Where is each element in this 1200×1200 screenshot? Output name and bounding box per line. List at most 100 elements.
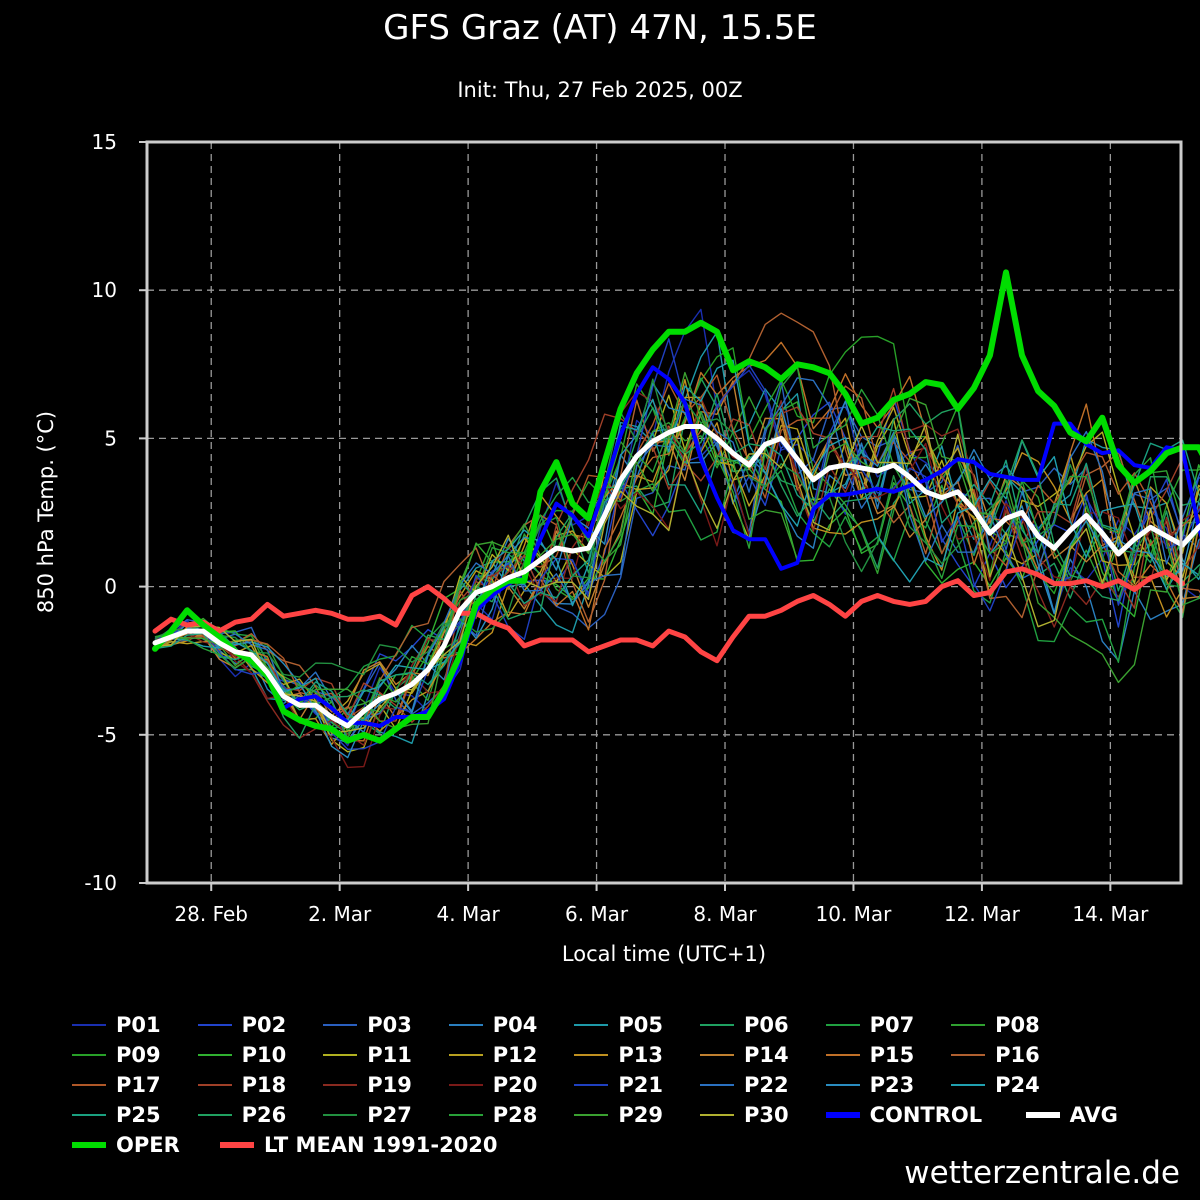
legend-label: P02 — [241, 1013, 287, 1037]
legend-swatch — [323, 1024, 358, 1026]
x-tick-label: 4. Mar — [437, 902, 501, 926]
legend-label: P25 — [116, 1103, 161, 1127]
legend-label: P09 — [116, 1043, 161, 1067]
legend-swatch — [951, 1024, 986, 1026]
member-line-p18 — [154, 387, 1200, 723]
legend-swatch — [72, 1054, 106, 1056]
y-axis-ticks: -10 -5 0 5 10 15 — [84, 130, 147, 895]
legend-item: LT MEAN 1991-2020 — [220, 1133, 520, 1157]
legend-label: P17 — [116, 1073, 161, 1097]
legend-item: P18 — [197, 1073, 324, 1097]
legend-item: P02 — [197, 1013, 324, 1037]
legend-item: P12 — [448, 1043, 575, 1067]
legend-swatch — [825, 1112, 860, 1118]
member-line-p26 — [154, 393, 1200, 739]
legend-row: P01 P02 P03 P04 P05 P06 P07 P08 — [72, 1010, 1182, 1040]
legend-label: P27 — [367, 1103, 412, 1127]
legend-swatch — [574, 1054, 609, 1056]
legend-label: P29 — [618, 1103, 663, 1127]
legend-swatch — [197, 1054, 232, 1056]
legend-label: P22 — [743, 1073, 789, 1097]
x-tick-label: 8. Mar — [693, 902, 757, 926]
legend-item: P05 — [574, 1013, 700, 1037]
legend-label: P13 — [618, 1043, 663, 1067]
legend-swatch — [699, 1024, 734, 1026]
legend-item: P15 — [825, 1043, 952, 1067]
legend-swatch — [825, 1054, 860, 1056]
legend-label: P06 — [743, 1013, 789, 1037]
main-series — [152, 269, 1200, 744]
legend-swatch — [72, 1084, 106, 1086]
legend-item: P29 — [574, 1103, 700, 1127]
legend-swatch — [951, 1084, 986, 1086]
legend-item: P17 — [72, 1073, 198, 1097]
legend-swatch — [448, 1114, 483, 1116]
legend-label: P24 — [995, 1073, 1040, 1097]
legend-item: P10 — [197, 1043, 324, 1067]
y-tick-label: -10 — [84, 871, 117, 895]
y-tick-label: 10 — [92, 278, 117, 302]
legend-label: P01 — [116, 1013, 161, 1037]
member-line-p19 — [154, 391, 1200, 746]
y-tick-label: 0 — [104, 575, 117, 599]
legend-label: LT MEAN 1991-2020 — [264, 1133, 498, 1157]
y-axis-label: 850 hPa Temp. (°C) — [34, 411, 58, 613]
legend-swatch — [574, 1024, 609, 1026]
legend-item: P25 — [72, 1103, 198, 1127]
legend-item: P11 — [323, 1043, 449, 1067]
legend-item: AVG — [1025, 1103, 1152, 1127]
ensemble-chart: -10 -5 0 5 10 15 28. Feb 2. Mar 4. Mar 6. Mar 8. … — [34, 130, 1200, 966]
legend-swatch — [448, 1024, 483, 1026]
x-tick-label: 6. Mar — [565, 902, 629, 926]
legend: P01 P02 P03 P04 P05 P06 P07 P08 P09 P10 P11 P12 P13 P… — [72, 1010, 1182, 1160]
legend-item: P27 — [323, 1103, 449, 1127]
legend-label: P14 — [743, 1043, 789, 1067]
legend-label: P16 — [995, 1043, 1040, 1067]
legend-item: P14 — [699, 1043, 826, 1067]
x-tick-label: 28. Feb — [174, 902, 248, 926]
legend-label: P15 — [869, 1043, 915, 1067]
y-tick-label: 5 — [104, 426, 117, 450]
legend-row: P09 P10 P11 P12 P13 P14 P15 P16 — [72, 1040, 1182, 1070]
legend-label: P21 — [618, 1073, 663, 1097]
legend-label: P18 — [241, 1073, 287, 1097]
x-tick-label: 10. Mar — [816, 902, 893, 926]
legend-item: P30 — [699, 1103, 826, 1127]
legend-label: P28 — [492, 1103, 538, 1127]
legend-item: OPER — [72, 1133, 220, 1157]
legend-swatch — [197, 1084, 232, 1086]
legend-label: P04 — [492, 1013, 538, 1037]
x-tick-label: 12. Mar — [944, 902, 1021, 926]
x-tick-label: 2. Mar — [308, 902, 372, 926]
legend-item: P09 — [72, 1043, 198, 1067]
legend-item: P03 — [323, 1013, 449, 1037]
member-line-p29 — [154, 371, 1200, 730]
legend-label: OPER — [116, 1133, 180, 1157]
member-line-p27 — [154, 378, 1200, 678]
legend-label: P26 — [241, 1103, 287, 1127]
series-line-oper — [152, 269, 1200, 744]
legend-swatch — [699, 1054, 734, 1056]
legend-swatch — [825, 1024, 860, 1026]
member-line-p21 — [154, 338, 1200, 750]
legend-swatch — [72, 1024, 106, 1026]
legend-swatch — [574, 1084, 609, 1086]
legend-swatch — [323, 1114, 358, 1116]
legend-swatch — [197, 1114, 232, 1116]
legend-item: P28 — [448, 1103, 575, 1127]
legend-swatch — [323, 1084, 358, 1086]
legend-item: P08 — [951, 1013, 1077, 1037]
series-line-avg — [152, 424, 1200, 729]
legend-swatch — [699, 1084, 734, 1086]
legend-label: P30 — [743, 1103, 789, 1127]
legend-item: P16 — [951, 1043, 1077, 1067]
grid-lines — [147, 142, 1181, 883]
legend-item: P21 — [574, 1073, 700, 1097]
legend-item: P22 — [699, 1073, 826, 1097]
legend-label: P11 — [367, 1043, 412, 1067]
x-axis-ticks: 28. Feb 2. Mar 4. Mar 6. Mar 8. Mar 10. Mar 12… — [174, 883, 1149, 926]
legend-item: P23 — [825, 1073, 952, 1097]
legend-swatch — [951, 1054, 986, 1056]
legend-label: P20 — [492, 1073, 538, 1097]
legend-label: P19 — [367, 1073, 412, 1097]
